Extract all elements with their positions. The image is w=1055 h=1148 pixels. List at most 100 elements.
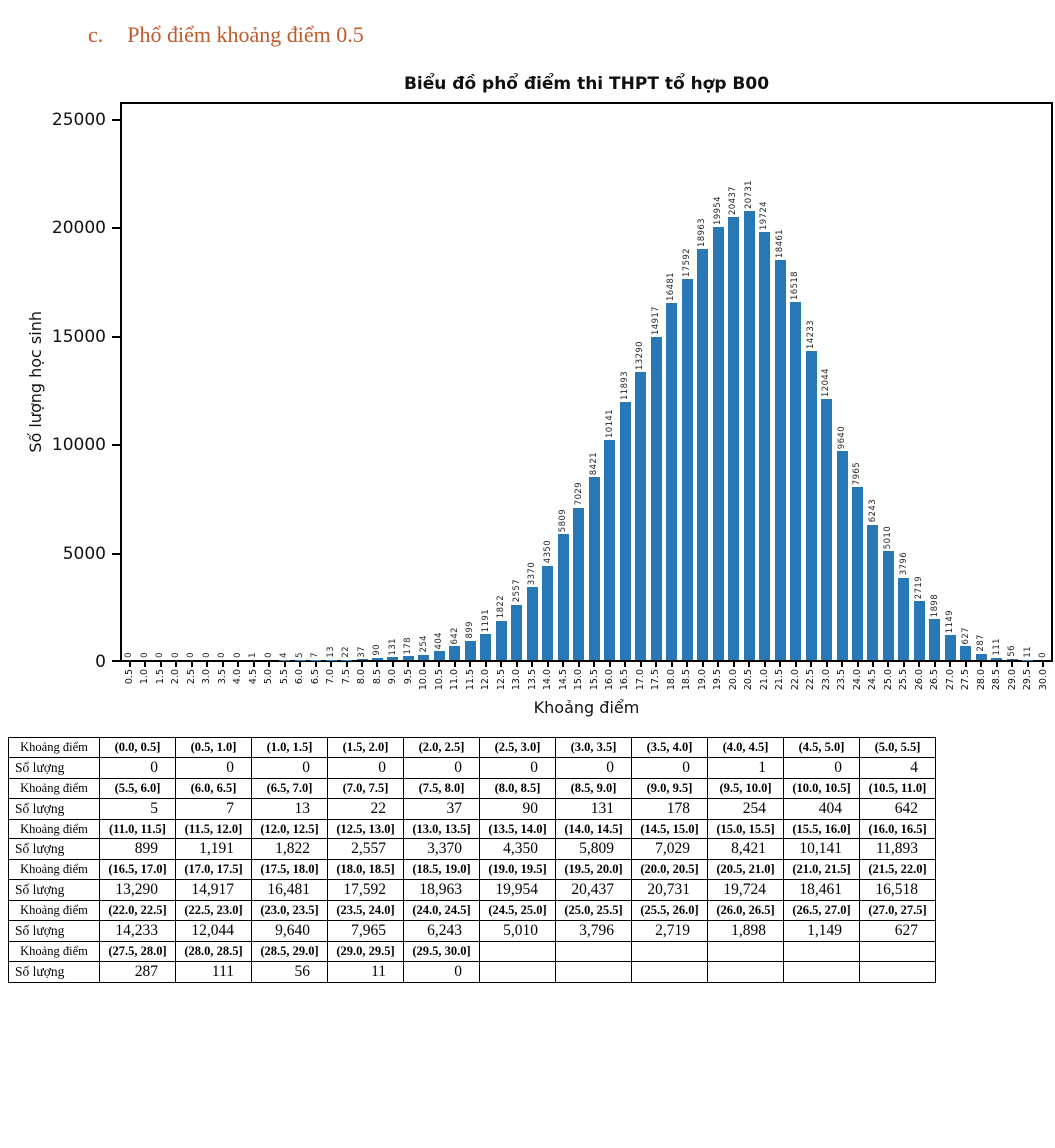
row-label-count: Số lượng bbox=[9, 961, 100, 982]
bar-value-label: 287 bbox=[977, 634, 986, 651]
x-tick: 30.0 bbox=[1036, 662, 1051, 690]
x-tick-mark bbox=[469, 662, 471, 667]
x-tick: 16.0 bbox=[602, 662, 617, 690]
x-tick-label: 24.5 bbox=[868, 669, 878, 690]
interval-cell bbox=[556, 941, 632, 961]
bar bbox=[357, 659, 368, 660]
y-tick-mark bbox=[112, 227, 120, 229]
x-tick: 12.0 bbox=[478, 662, 493, 690]
x-tick-label: 9.0 bbox=[388, 669, 398, 684]
x-tick-label: 11.0 bbox=[450, 669, 460, 690]
y-tick-label: 15000 bbox=[52, 327, 106, 347]
x-tick-mark bbox=[841, 662, 843, 667]
bar bbox=[945, 635, 956, 660]
row-label-interval: Khoảng điểm bbox=[9, 901, 100, 921]
bar bbox=[434, 651, 445, 660]
count-cell: 10,141 bbox=[784, 839, 860, 860]
x-tick-mark bbox=[361, 662, 363, 667]
bar bbox=[744, 211, 755, 660]
x-tick-label: 13.0 bbox=[512, 669, 522, 690]
x-tick-label: 10.5 bbox=[435, 669, 445, 690]
bar-slot: 37 bbox=[354, 646, 369, 660]
bar-slot: 11 bbox=[1020, 646, 1035, 660]
bar-slot: 2557 bbox=[509, 579, 524, 660]
count-cell: 37 bbox=[404, 798, 480, 819]
interval-cell: (10.0, 10.5] bbox=[784, 778, 860, 798]
bar-value-label: 2719 bbox=[915, 576, 924, 599]
interval-cell: (22.0, 22.5] bbox=[100, 901, 176, 921]
bar bbox=[914, 601, 925, 660]
x-tick-label: 28.5 bbox=[992, 669, 1002, 690]
bar-slot: 7 bbox=[308, 652, 323, 660]
x-tick: 24.0 bbox=[850, 662, 865, 690]
bar-slot: 3796 bbox=[896, 552, 911, 660]
x-tick-mark bbox=[1011, 662, 1013, 667]
x-tick-mark bbox=[624, 662, 626, 667]
x-tick: 23.0 bbox=[819, 662, 834, 690]
x-tick-label: 7.0 bbox=[326, 669, 336, 684]
interval-cell: (13.0, 13.5] bbox=[404, 819, 480, 839]
row-label-interval: Khoảng điểm bbox=[9, 778, 100, 798]
y-tick-mark bbox=[112, 660, 120, 662]
x-tick: 28.0 bbox=[974, 662, 989, 690]
count-cell: 3,370 bbox=[404, 839, 480, 860]
interval-cell: (27.0, 27.5] bbox=[860, 901, 936, 921]
bar bbox=[604, 440, 615, 660]
bar bbox=[511, 605, 522, 660]
interval-cell: (24.5, 25.0] bbox=[480, 901, 556, 921]
interval-cell: (23.5, 24.0] bbox=[328, 901, 404, 921]
x-tick-mark bbox=[702, 662, 704, 667]
row-label-count: Số lượng bbox=[9, 798, 100, 819]
bar bbox=[976, 654, 987, 660]
score-distribution-table: Khoảng điểm(0.0, 0.5](0.5, 1.0](1.0, 1.5… bbox=[8, 737, 936, 983]
bar-value-label: 19724 bbox=[760, 201, 769, 230]
x-tick-label: 3.5 bbox=[218, 669, 228, 684]
interval-cell: (17.0, 17.5] bbox=[176, 860, 252, 880]
x-tick-mark bbox=[857, 662, 859, 667]
count-cell: 0 bbox=[784, 757, 860, 778]
count-cell: 2,557 bbox=[328, 839, 404, 860]
count-cell: 17,592 bbox=[328, 880, 404, 901]
x-tick: 28.5 bbox=[989, 662, 1004, 690]
count-cell: 1,822 bbox=[252, 839, 328, 860]
x-tick-mark bbox=[516, 662, 518, 667]
bar bbox=[929, 619, 940, 660]
x-tick-mark bbox=[918, 662, 920, 667]
bar-value-label: 18963 bbox=[698, 218, 707, 247]
bar-slot: 6243 bbox=[865, 499, 880, 660]
interval-cell: (14.0, 14.5] bbox=[556, 819, 632, 839]
bar-slot: 0 bbox=[1036, 652, 1051, 660]
bar-value-label: 642 bbox=[451, 627, 460, 644]
x-tick: 25.0 bbox=[881, 662, 896, 690]
x-tick-mark bbox=[562, 662, 564, 667]
x-tick-label: 22.5 bbox=[806, 669, 816, 690]
x-tick-label: 4.0 bbox=[233, 669, 243, 684]
bar-slot: 5010 bbox=[881, 526, 896, 660]
x-tick: 4.0 bbox=[230, 662, 245, 690]
interval-cell: (23.0, 23.5] bbox=[252, 901, 328, 921]
bar-slot: 254 bbox=[416, 635, 431, 660]
y-tick-mark bbox=[112, 553, 120, 555]
interval-cell bbox=[708, 941, 784, 961]
x-tick-label: 25.5 bbox=[899, 669, 909, 690]
count-cell bbox=[708, 961, 784, 982]
bar-value-label: 13 bbox=[327, 646, 336, 658]
section-heading: c.Phổ điểm khoảng điểm 0.5 bbox=[88, 22, 1055, 48]
interval-cell: (8.0, 8.5] bbox=[480, 778, 556, 798]
y-tick-mark bbox=[112, 119, 120, 121]
count-cell: 131 bbox=[556, 798, 632, 819]
x-tick-label: 17.5 bbox=[651, 669, 661, 690]
bar bbox=[837, 451, 848, 660]
x-tick-label: 23.5 bbox=[837, 669, 847, 690]
section-index: c. bbox=[88, 22, 103, 48]
x-tick-mark bbox=[609, 662, 611, 667]
x-tick-mark bbox=[237, 662, 239, 667]
bar bbox=[589, 477, 600, 660]
bar-value-label: 7029 bbox=[575, 482, 584, 505]
interval-cell: (1.5, 2.0] bbox=[328, 738, 404, 758]
x-tick: 26.0 bbox=[912, 662, 927, 690]
bar-slot: 3370 bbox=[525, 562, 540, 660]
